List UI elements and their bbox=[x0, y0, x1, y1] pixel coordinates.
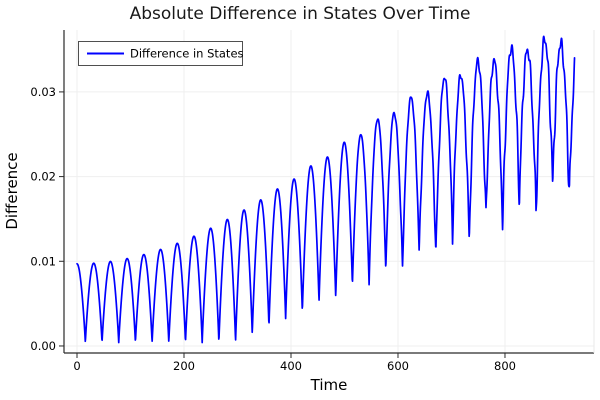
legend-label: Difference in States bbox=[130, 47, 244, 61]
x-tick-label: 600 bbox=[387, 359, 409, 373]
y-tick-label: 0.00 bbox=[30, 339, 56, 353]
series-layer bbox=[76, 35, 576, 344]
difference-line bbox=[76, 35, 576, 344]
legend: Difference in States bbox=[78, 41, 244, 66]
y-axis-label: Difference bbox=[3, 152, 21, 229]
x-tick-label: 0 bbox=[73, 359, 80, 373]
chart-title: Absolute Difference in States Over Time bbox=[130, 4, 471, 24]
y-tick-label: 0.03 bbox=[30, 85, 56, 99]
x-tick-label: 800 bbox=[494, 359, 516, 373]
axes: 0 200 400 600 800 0.00 0.01 0.02 0.03 bbox=[30, 30, 595, 373]
x-tick-label: 200 bbox=[173, 359, 195, 373]
x-axis-label: Time bbox=[310, 376, 348, 394]
y-tick-label: 0.02 bbox=[30, 170, 56, 184]
y-tick-label: 0.01 bbox=[30, 254, 56, 268]
grid-lines bbox=[64, 30, 594, 353]
x-tick-label: 400 bbox=[280, 359, 302, 373]
